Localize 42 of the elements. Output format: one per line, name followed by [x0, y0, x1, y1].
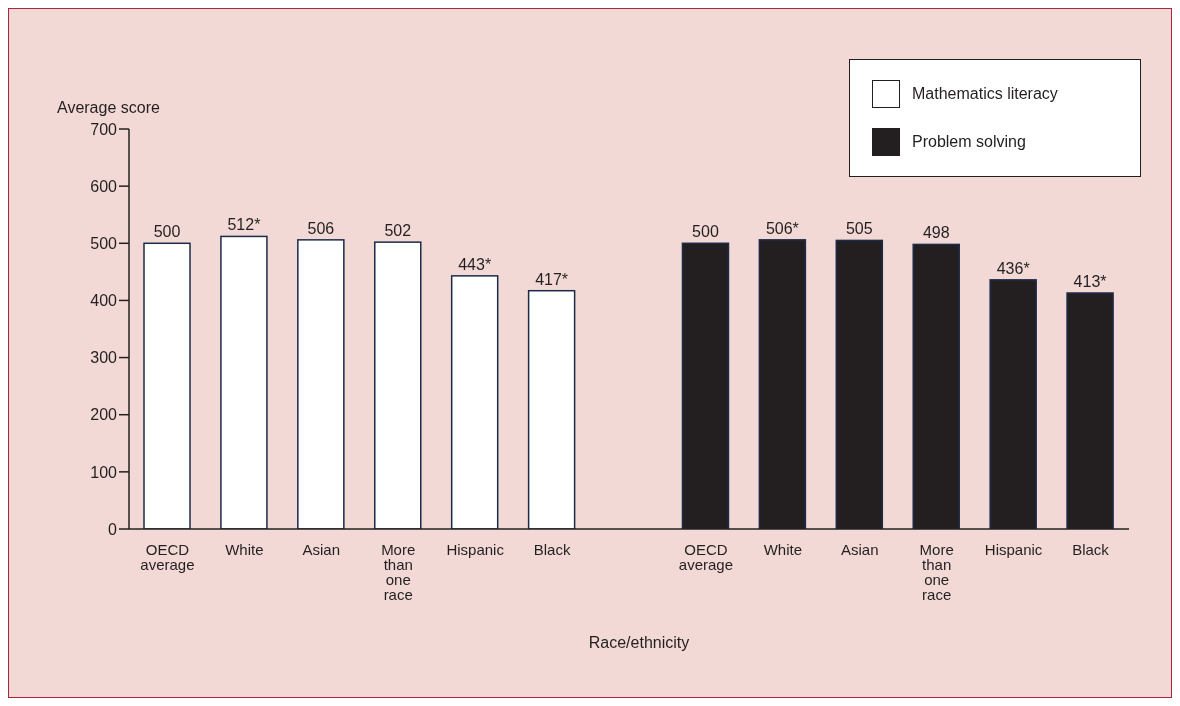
data-label: 506	[307, 219, 335, 237]
bar	[450, 275, 499, 529]
x-tick-label: White	[225, 541, 264, 558]
data-label: 500	[692, 223, 719, 241]
data-label: 505	[845, 220, 873, 238]
x-tick-label: OECD average	[678, 541, 734, 573]
bar	[143, 242, 191, 529]
data-label: 500	[153, 223, 181, 241]
x-tick-label: More than one race	[919, 541, 954, 603]
legend-label: Mathematics literacy	[912, 85, 1058, 103]
x-tick-label: Hispanic	[446, 541, 505, 558]
x-tick-label: Asian	[841, 541, 879, 558]
y-tick-label: 400	[90, 292, 118, 310]
x-tick-label: Hispanic	[984, 541, 1043, 558]
x-tick-label: White	[763, 541, 803, 558]
y-axis-title: Average score	[57, 99, 160, 117]
x-tick-label: More than one race	[381, 541, 416, 603]
data-label: 436*	[996, 259, 1030, 277]
bar	[220, 235, 268, 529]
y-tick-label: 200	[90, 406, 118, 424]
data-label: 417*	[535, 270, 569, 288]
bar	[527, 289, 576, 529]
data-label: 413*	[1073, 273, 1107, 290]
data-label: 512*	[227, 216, 261, 234]
data-label: 502	[384, 222, 412, 240]
bar	[297, 239, 345, 529]
data-label: 498	[922, 224, 950, 242]
y-tick-label: 300	[90, 349, 118, 367]
x-tick-label: Asian	[302, 541, 341, 558]
x-tick-label: Black	[533, 541, 571, 558]
x-tick-label: OECD average	[140, 541, 195, 573]
y-tick-label: 500	[90, 234, 118, 252]
x-tick-label: Black	[1072, 541, 1110, 558]
legend-label: Problem solving	[912, 133, 1026, 151]
y-tick-label: 700	[90, 120, 118, 138]
x-axis-title: Race/ethnicity	[587, 634, 691, 652]
y-tick-label: 100	[90, 463, 118, 481]
bar	[374, 241, 422, 529]
data-label: 443*	[458, 255, 492, 273]
data-label: 506*	[765, 219, 799, 237]
y-tick-label: 600	[90, 177, 118, 195]
y-tick-label: 0	[108, 520, 118, 538]
